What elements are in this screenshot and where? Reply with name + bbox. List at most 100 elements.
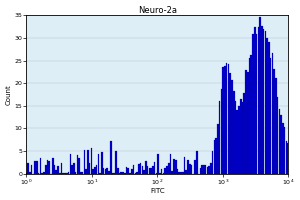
Bar: [154, 162, 155, 174]
Bar: [180, 172, 182, 174]
Bar: [203, 165, 205, 174]
Bar: [140, 163, 141, 174]
Bar: [161, 169, 163, 174]
Bar: [185, 170, 187, 174]
Bar: [205, 165, 206, 174]
Bar: [134, 173, 136, 174]
Bar: [270, 58, 272, 174]
Bar: [219, 101, 220, 174]
Bar: [122, 172, 124, 174]
Bar: [26, 173, 27, 174]
Bar: [43, 172, 45, 174]
Bar: [92, 169, 94, 174]
Bar: [233, 91, 235, 174]
Bar: [242, 102, 243, 174]
Bar: [41, 173, 43, 174]
Bar: [110, 141, 112, 174]
Bar: [87, 150, 89, 174]
Bar: [257, 27, 259, 174]
Bar: [287, 143, 289, 174]
Bar: [131, 169, 133, 174]
Bar: [171, 171, 173, 174]
Bar: [48, 161, 50, 174]
Bar: [214, 140, 215, 174]
Bar: [94, 167, 96, 174]
Bar: [54, 165, 55, 174]
Bar: [189, 164, 190, 174]
Bar: [187, 160, 189, 174]
Bar: [254, 27, 256, 174]
Bar: [76, 155, 78, 174]
Bar: [200, 168, 201, 174]
Bar: [31, 165, 32, 174]
Bar: [217, 124, 219, 174]
Bar: [168, 163, 170, 174]
Bar: [265, 31, 266, 174]
Bar: [57, 166, 59, 174]
Bar: [182, 172, 184, 174]
Bar: [220, 89, 222, 174]
Bar: [124, 173, 126, 174]
Bar: [73, 163, 75, 174]
Bar: [71, 165, 73, 174]
Bar: [170, 154, 171, 174]
Bar: [47, 160, 48, 174]
Bar: [159, 173, 161, 174]
Bar: [68, 172, 69, 174]
Bar: [85, 169, 87, 174]
Bar: [29, 172, 31, 174]
Bar: [98, 154, 99, 174]
Bar: [272, 53, 273, 174]
Bar: [261, 26, 262, 174]
Bar: [273, 69, 275, 174]
Bar: [27, 163, 29, 174]
Bar: [101, 152, 103, 174]
Bar: [184, 157, 185, 174]
Bar: [215, 138, 217, 174]
Bar: [191, 165, 192, 174]
Bar: [250, 55, 252, 174]
Bar: [91, 148, 92, 174]
Bar: [70, 154, 71, 174]
Bar: [103, 168, 104, 174]
Bar: [286, 141, 287, 174]
Bar: [84, 150, 85, 174]
Bar: [236, 110, 238, 174]
Bar: [226, 63, 227, 174]
Bar: [247, 72, 249, 174]
Bar: [222, 67, 224, 174]
Bar: [194, 160, 196, 174]
Bar: [207, 167, 208, 174]
Bar: [284, 127, 286, 174]
Bar: [126, 167, 127, 174]
Bar: [152, 166, 154, 174]
Bar: [115, 151, 117, 174]
Bar: [235, 101, 236, 174]
Bar: [175, 160, 176, 174]
Bar: [143, 170, 145, 174]
Title: Neuro-2a: Neuro-2a: [138, 6, 177, 15]
Bar: [178, 172, 180, 174]
Bar: [210, 163, 212, 174]
Bar: [78, 158, 80, 174]
Bar: [136, 172, 138, 174]
Bar: [259, 17, 261, 174]
Bar: [266, 38, 268, 174]
Bar: [113, 173, 115, 174]
X-axis label: FITC: FITC: [150, 188, 165, 194]
Bar: [173, 159, 175, 174]
Bar: [238, 106, 240, 174]
Bar: [89, 163, 90, 174]
Bar: [166, 166, 168, 174]
Bar: [45, 165, 46, 174]
Bar: [145, 161, 147, 174]
Bar: [263, 29, 264, 174]
Bar: [268, 42, 270, 174]
Bar: [224, 66, 226, 174]
Bar: [156, 173, 157, 174]
Bar: [121, 172, 122, 174]
Bar: [61, 163, 62, 174]
Bar: [64, 173, 66, 174]
Bar: [129, 173, 131, 174]
Bar: [230, 73, 231, 174]
